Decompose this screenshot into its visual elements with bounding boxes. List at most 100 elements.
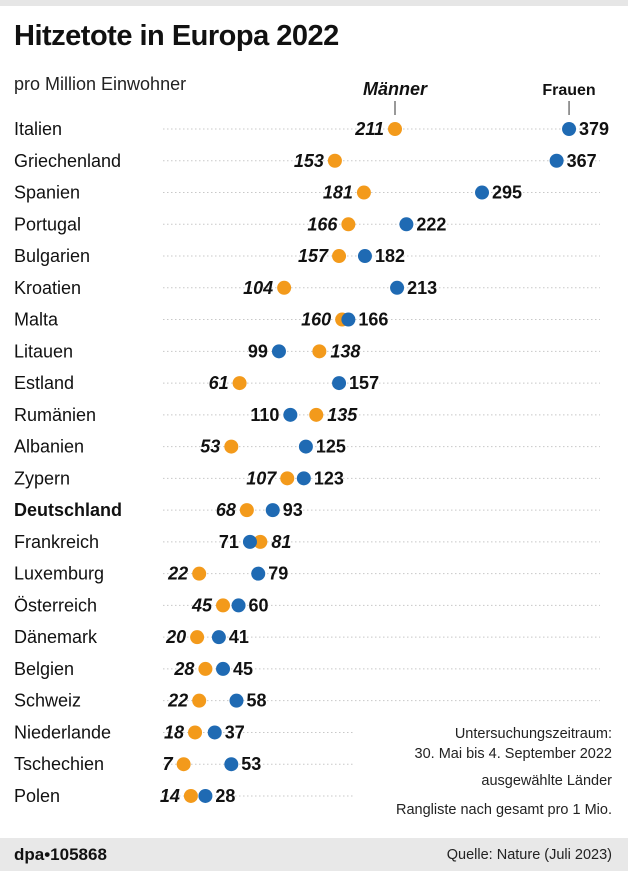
chart-subtitle: pro Million Einwohner xyxy=(14,74,187,94)
value-label-maenner: 166 xyxy=(307,214,338,234)
value-label-frauen: 60 xyxy=(249,595,269,615)
dot-maenner xyxy=(176,757,191,772)
top-bar xyxy=(0,0,628,6)
value-label-maenner: 20 xyxy=(165,627,186,647)
country-label: Litauen xyxy=(14,341,73,361)
dot-maenner xyxy=(341,217,356,232)
dot-frauen xyxy=(271,344,286,359)
dot-frauen xyxy=(475,185,490,200)
dot-frauen xyxy=(549,153,564,168)
country-label: Portugal xyxy=(14,214,81,234)
country-label: Luxemburg xyxy=(14,564,104,584)
value-label-frauen: 71 xyxy=(219,532,239,552)
note-period-label: Untersuchungszeitraum: xyxy=(454,726,612,742)
dot-frauen xyxy=(242,534,257,549)
value-label-frauen: 58 xyxy=(246,691,266,711)
dot-frauen xyxy=(562,122,577,136)
dot-frauen xyxy=(198,788,213,803)
dot-maenner xyxy=(327,153,342,168)
dot-maenner xyxy=(198,661,213,676)
dot-frauen xyxy=(341,312,356,327)
country-label: Italien xyxy=(14,119,62,139)
value-label-frauen: 45 xyxy=(233,659,253,679)
country-label: Polen xyxy=(14,786,60,806)
country-label: Malta xyxy=(14,310,59,330)
dot-maenner xyxy=(253,534,268,549)
dot-frauen xyxy=(332,376,347,391)
value-label-maenner: 28 xyxy=(173,659,194,679)
dot-frauen xyxy=(231,598,246,613)
value-label-frauen: 79 xyxy=(268,564,288,584)
dot-maenner xyxy=(190,630,205,645)
source: Quelle: Nature (Juli 2023) xyxy=(446,847,612,863)
footer: dpa•105868 Quelle: Nature (Juli 2023) xyxy=(0,838,628,871)
value-label-frauen: 213 xyxy=(407,278,437,298)
dot-maenner xyxy=(356,185,371,200)
credit: dpa•105868 xyxy=(14,845,107,864)
dot-frauen xyxy=(251,566,266,581)
dot-maenner xyxy=(309,407,324,422)
country-label: Kroatien xyxy=(14,278,81,298)
value-label-maenner: 18 xyxy=(164,722,184,742)
value-label-frauen: 367 xyxy=(567,151,597,171)
dot-frauen xyxy=(207,725,222,740)
country-label: Bulgarien xyxy=(14,246,90,266)
value-label-frauen: 379 xyxy=(579,119,609,139)
value-label-maenner: 211 xyxy=(354,119,384,139)
legend-maenner: Männer xyxy=(363,79,428,99)
dot-maenner xyxy=(277,280,292,295)
note-ranking: Rangliste nach gesamt pro 1 Mio. xyxy=(396,802,612,818)
dot-frauen xyxy=(265,503,280,518)
value-label-maenner: 160 xyxy=(301,310,331,330)
value-label-frauen: 28 xyxy=(215,786,235,806)
value-label-maenner: 135 xyxy=(327,405,358,425)
chart-title: Hitzetote in Europa 2022 xyxy=(14,20,339,52)
value-label-frauen: 222 xyxy=(416,214,446,234)
value-label-maenner: 7 xyxy=(163,754,174,774)
value-label-frauen: 157 xyxy=(349,373,379,393)
dot-maenner xyxy=(312,344,327,359)
country-label: Belgien xyxy=(14,659,74,679)
dot-maenner xyxy=(192,566,207,581)
dot-maenner xyxy=(216,598,231,613)
dot-frauen xyxy=(399,217,414,232)
note-period: Untersuchungszeitraum: 30. Mai bis 4. Se… xyxy=(415,724,612,764)
value-label-frauen: 166 xyxy=(358,310,388,330)
value-label-maenner: 157 xyxy=(298,246,329,266)
value-label-frauen: 41 xyxy=(229,627,249,647)
value-label-frauen: 110 xyxy=(250,405,279,425)
value-label-maenner: 81 xyxy=(271,532,291,552)
value-label-maenner: 181 xyxy=(323,183,353,203)
country-label: Albanien xyxy=(14,437,84,457)
value-label-maenner: 22 xyxy=(167,691,188,711)
country-label: Dänemark xyxy=(14,627,98,647)
country-label: Estland xyxy=(14,373,74,393)
country-label: Frankreich xyxy=(14,532,99,552)
dot-frauen xyxy=(229,693,244,708)
dot-maenner xyxy=(224,439,239,454)
country-label: Schweiz xyxy=(14,691,81,711)
value-label-maenner: 14 xyxy=(160,786,180,806)
value-label-frauen: 125 xyxy=(316,437,346,457)
value-label-frauen: 37 xyxy=(225,722,245,742)
country-label: Tschechien xyxy=(14,754,104,774)
value-label-maenner: 22 xyxy=(167,564,188,584)
dot-maenner xyxy=(280,471,295,486)
country-label: Rumänien xyxy=(14,405,96,425)
dot-frauen xyxy=(224,757,239,772)
dot-frauen xyxy=(216,661,231,676)
country-label: Zypern xyxy=(14,468,70,488)
value-label-frauen: 99 xyxy=(248,341,268,361)
value-label-frauen: 123 xyxy=(314,468,344,488)
value-label-maenner: 53 xyxy=(200,437,220,457)
dot-maenner xyxy=(183,788,198,803)
value-label-maenner: 45 xyxy=(191,595,213,615)
dot-frauen xyxy=(283,407,298,422)
dot-maenner xyxy=(192,693,207,708)
value-label-frauen: 93 xyxy=(283,500,303,520)
country-label: Griechenland xyxy=(14,151,121,171)
legend-frauen: Frauen xyxy=(542,82,595,99)
value-label-frauen: 295 xyxy=(492,183,522,203)
